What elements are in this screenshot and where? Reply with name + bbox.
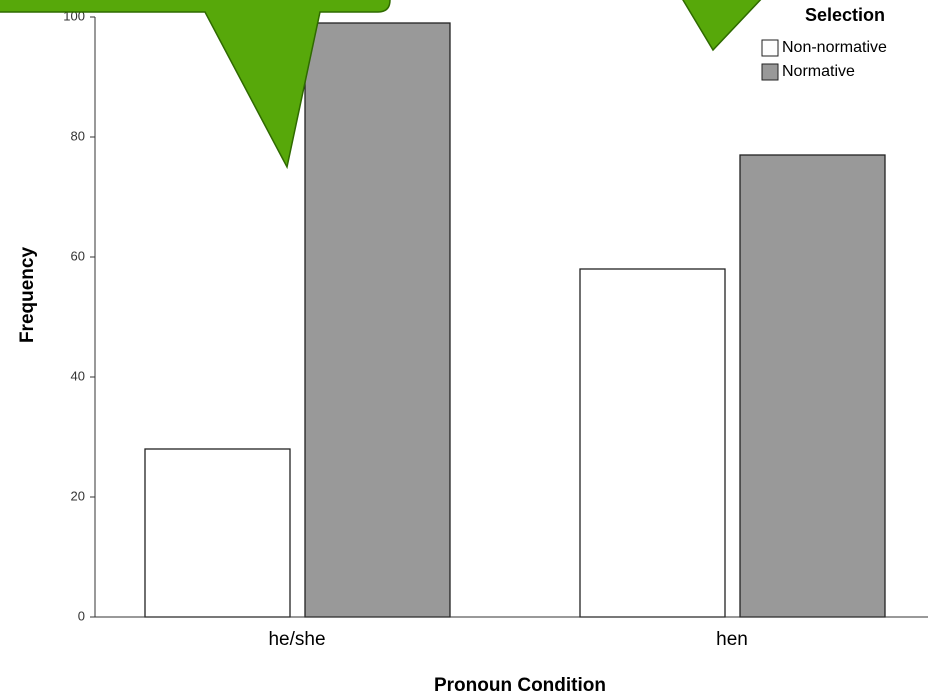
y-axis-title: Frequency xyxy=(17,247,38,344)
bar xyxy=(304,22,451,618)
legend-swatch xyxy=(761,39,779,57)
legend-swatch xyxy=(761,63,779,81)
x-tick-label: he/she xyxy=(268,629,325,650)
y-tick-label: 20 xyxy=(71,488,85,503)
y-tick-label: 80 xyxy=(71,128,85,143)
x-axis-title: Pronoun Condition xyxy=(434,675,606,696)
callouts xyxy=(0,0,762,170)
legend-label: Non-normative xyxy=(782,39,887,56)
y-tick-label: 60 xyxy=(71,248,85,263)
bar xyxy=(579,268,726,618)
callout-left xyxy=(0,0,391,170)
legend-title: Selection xyxy=(805,5,885,25)
callout-right xyxy=(682,0,762,52)
y-tick-label: 40 xyxy=(71,368,85,383)
x-tick-label: hen xyxy=(716,629,748,650)
bar xyxy=(739,154,886,618)
legend-label: Normative xyxy=(782,63,855,80)
bar xyxy=(144,448,291,618)
y-tick-label: 0 xyxy=(78,608,85,623)
